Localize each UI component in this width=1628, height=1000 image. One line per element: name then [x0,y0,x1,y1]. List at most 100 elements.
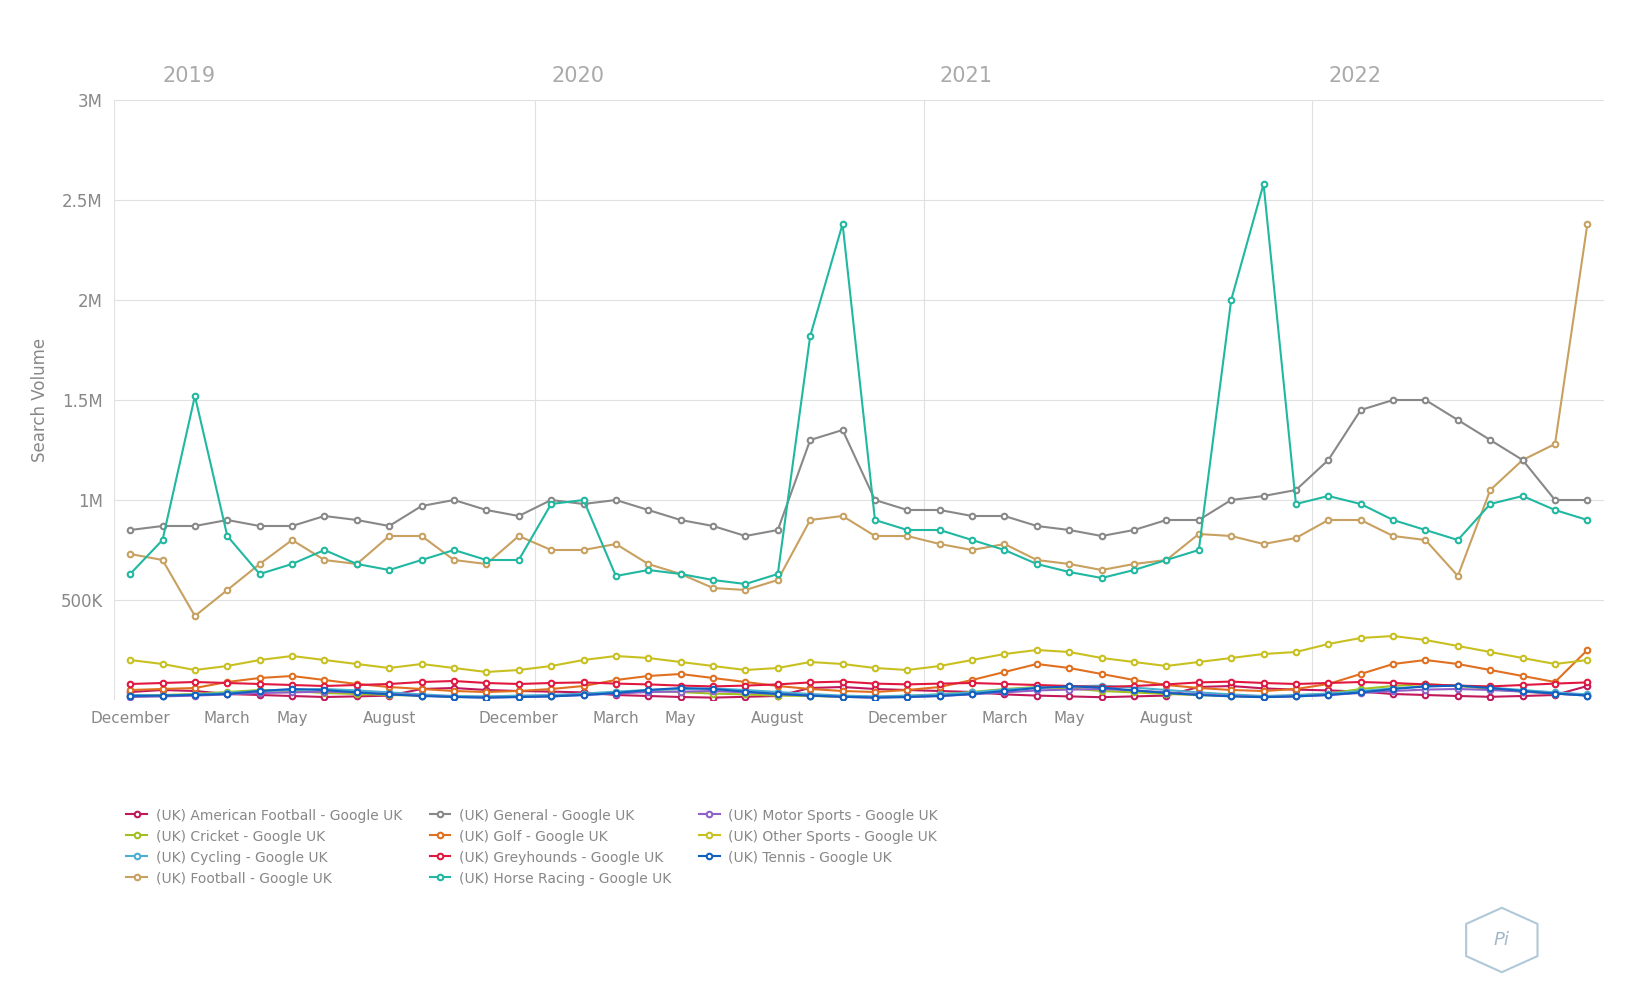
(UK) Football - Google UK [671,568,690,580]
(UK) Motor Sports - Google UK [1125,684,1144,696]
Line: (UK) General - Google UK: (UK) General - Google UK [127,397,1591,539]
(UK) Cricket - Google UK [995,683,1014,695]
(UK) Cycling - Google UK [510,690,529,702]
(UK) American Football - Google UK [671,691,690,703]
(UK) Motor Sports - Google UK [379,688,399,700]
(UK) Golf - Google UK [768,680,788,692]
(UK) Motor Sports - Google UK [638,686,658,698]
(UK) Greyhounds - Google UK [477,677,497,689]
(UK) General - Google UK [1319,454,1338,466]
(UK) Cricket - Google UK [1319,688,1338,700]
(UK) Motor Sports - Google UK [1545,688,1565,700]
(UK) Cycling - Google UK [1286,689,1306,701]
(UK) Horse Racing - Google UK [606,570,625,582]
(UK) Cycling - Google UK [1512,684,1532,696]
(UK) Golf - Google UK [477,686,497,698]
(UK) Cycling - Google UK [1092,680,1112,692]
(UK) General - Google UK [703,520,723,532]
(UK) Motor Sports - Google UK [671,686,690,698]
(UK) Cricket - Google UK [1027,681,1047,693]
(UK) Football - Google UK [1512,454,1532,466]
(UK) Golf - Google UK [1512,670,1532,682]
(UK) Cycling - Google UK [736,684,755,696]
(UK) American Football - Google UK [1578,680,1597,692]
(UK) General - Google UK [510,510,529,522]
(UK) Football - Google UK [801,514,821,526]
(UK) Horse Racing - Google UK [444,544,464,556]
(UK) General - Google UK [1512,454,1532,466]
(UK) Cricket - Google UK [1351,683,1371,695]
(UK) American Football - Google UK [282,690,301,702]
(UK) General - Google UK [1254,490,1273,502]
(UK) Cricket - Google UK [1578,689,1597,701]
(UK) American Football - Google UK [834,681,853,693]
(UK) General - Google UK [282,520,301,532]
(UK) Golf - Google UK [542,683,562,695]
(UK) Cycling - Google UK [542,689,562,701]
(UK) American Football - Google UK [153,684,173,696]
Line: (UK) Cycling - Google UK: (UK) Cycling - Google UK [127,683,1591,699]
(UK) Tennis - Google UK [282,683,301,695]
(UK) Horse Racing - Google UK [218,530,238,542]
(UK) General - Google UK [251,520,270,532]
(UK) General - Google UK [736,530,755,542]
(UK) General - Google UK [1221,494,1241,506]
(UK) Golf - Google UK [1578,644,1597,656]
(UK) Cycling - Google UK [638,684,658,696]
(UK) American Football - Google UK [864,683,884,695]
(UK) Greyhounds - Google UK [282,679,301,691]
(UK) Cycling - Google UK [1351,685,1371,697]
(UK) Cycling - Google UK [962,686,982,698]
(UK) General - Google UK [995,510,1014,522]
(UK) Cricket - Google UK [1060,682,1079,694]
(UK) Cycling - Google UK [1221,688,1241,700]
(UK) Golf - Google UK [671,668,690,680]
(UK) Cycling - Google UK [1384,682,1403,694]
(UK) Greyhounds - Google UK [801,676,821,688]
(UK) Greyhounds - Google UK [1384,677,1403,689]
(UK) Motor Sports - Google UK [218,688,238,700]
(UK) Cycling - Google UK [1319,688,1338,700]
(UK) Cricket - Google UK [314,687,334,699]
(UK) Horse Racing - Google UK [186,390,205,402]
(UK) Horse Racing - Google UK [1578,514,1597,526]
(UK) Cycling - Google UK [186,688,205,700]
(UK) Football - Google UK [1416,534,1436,546]
(UK) Motor Sports - Google UK [477,692,497,704]
(UK) Cricket - Google UK [1480,683,1499,695]
(UK) Horse Racing - Google UK [995,544,1014,556]
(UK) Other Sports - Google UK [1060,646,1079,658]
(UK) Cricket - Google UK [930,688,949,700]
(UK) General - Google UK [1416,394,1436,406]
(UK) Other Sports - Google UK [573,654,593,666]
(UK) Other Sports - Google UK [703,660,723,672]
(UK) Horse Racing - Google UK [1188,544,1208,556]
(UK) Cycling - Google UK [153,690,173,702]
(UK) American Football - Google UK [768,690,788,702]
(UK) Tennis - Google UK [1092,682,1112,694]
(UK) Tennis - Google UK [801,690,821,702]
(UK) Golf - Google UK [1416,654,1436,666]
(UK) General - Google UK [186,520,205,532]
(UK) Greyhounds - Google UK [1480,680,1499,692]
(UK) General - Google UK [962,510,982,522]
(UK) American Football - Google UK [1384,688,1403,700]
(UK) Other Sports - Google UK [282,650,301,662]
(UK) Football - Google UK [736,584,755,596]
(UK) Horse Racing - Google UK [671,568,690,580]
(UK) American Football - Google UK [510,685,529,697]
(UK) American Football - Google UK [1254,682,1273,694]
(UK) Horse Racing - Google UK [1447,534,1467,546]
(UK) Cycling - Google UK [120,689,140,701]
(UK) Motor Sports - Google UK [864,692,884,704]
(UK) Cricket - Google UK [218,686,238,698]
(UK) Greyhounds - Google UK [1254,677,1273,689]
(UK) Horse Racing - Google UK [1286,498,1306,510]
(UK) Cricket - Google UK [768,690,788,702]
(UK) Football - Google UK [444,554,464,566]
(UK) Greyhounds - Google UK [671,680,690,692]
(UK) Greyhounds - Google UK [1092,681,1112,693]
(UK) Golf - Google UK [1447,658,1467,670]
(UK) Cycling - Google UK [573,688,593,700]
(UK) Horse Racing - Google UK [120,568,140,580]
